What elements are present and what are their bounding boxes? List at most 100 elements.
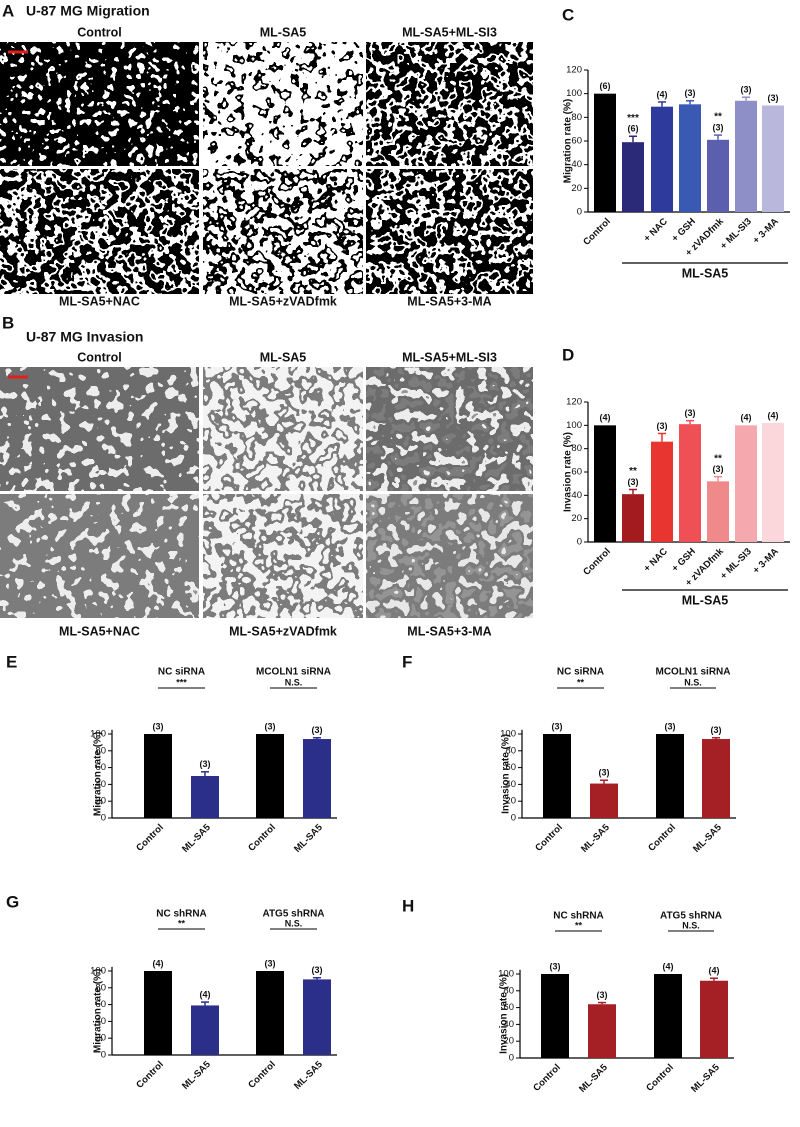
- y-tick-label: 20: [95, 1033, 106, 1044]
- n-label: (4): [200, 989, 211, 999]
- y-tick-label: 100: [498, 969, 514, 980]
- x-tick-label: ML-SA5: [577, 1062, 610, 1095]
- significance: **: [178, 918, 186, 928]
- n-label: (6): [628, 124, 639, 134]
- n-label: (3): [552, 721, 563, 731]
- image-label: ML-SA5+zVADfmk: [229, 624, 337, 638]
- micrograph: [0, 42, 199, 166]
- x-tick-label: Control: [134, 1059, 166, 1091]
- bar: [707, 481, 729, 542]
- x-tick-label: Control: [581, 546, 613, 578]
- n-label: (3): [312, 725, 323, 735]
- significance: **: [714, 453, 722, 464]
- x-tick-label: Control: [134, 822, 166, 854]
- micrograph: [203, 42, 363, 166]
- x-tick-label: + 3-MA: [751, 216, 781, 246]
- panel-letter: F: [402, 652, 412, 671]
- n-label: (3): [312, 965, 323, 975]
- y-tick-label: 20: [503, 1036, 514, 1047]
- panel-title: U-87 MG Invasion: [26, 329, 143, 345]
- y-tick-label: 0: [511, 813, 516, 824]
- x-tick-label: + NAC: [642, 546, 670, 574]
- bar: [303, 979, 331, 1055]
- bar: [256, 971, 284, 1055]
- panel-letter: H: [402, 896, 414, 915]
- y-tick-label: 80: [503, 985, 514, 996]
- y-axis-label: Invasion rate (%): [501, 734, 512, 814]
- bar: [656, 734, 684, 818]
- n-label: (4): [657, 89, 668, 99]
- n-label: (4): [709, 966, 720, 976]
- bar: [594, 425, 616, 542]
- n-label: (3): [713, 122, 724, 132]
- y-tick-label: 120: [566, 65, 582, 76]
- group-label: MCOLN1 siRNA: [655, 667, 730, 678]
- group-label: MCOLN1 siRNA: [256, 667, 331, 678]
- y-tick-label: 80: [95, 745, 106, 756]
- group-label: NC shRNA: [553, 911, 604, 922]
- x-tick-label: ML-SA5: [292, 822, 325, 855]
- micrograph: [366, 494, 533, 618]
- image-label: ML-SA5+3-MA: [407, 294, 491, 308]
- significance: N.S.: [682, 920, 700, 930]
- y-tick-label: 40: [503, 1019, 514, 1030]
- micrograph: [203, 494, 363, 618]
- n-label: (3): [550, 961, 561, 971]
- image-label: Control: [77, 350, 121, 364]
- significance: **: [714, 112, 722, 123]
- image-label: ML-SA5: [260, 25, 307, 39]
- x-tick-label: + 3-MA: [751, 546, 781, 576]
- bar: [144, 971, 172, 1055]
- x-tick-label: Control: [246, 822, 278, 854]
- bar: [588, 1004, 616, 1058]
- panel-title: U-87 MG Migration: [26, 3, 150, 19]
- significance: N.S.: [285, 918, 303, 928]
- panel-letter: G: [6, 892, 19, 911]
- y-tick-label: 100: [566, 88, 582, 99]
- y-tick-label: 60: [571, 136, 582, 147]
- panel-letter: A: [2, 1, 14, 20]
- bar: [654, 974, 682, 1058]
- bracket-label: ML-SA5: [682, 593, 729, 607]
- group-label: NC siRNA: [557, 667, 604, 678]
- significance: N.S.: [285, 677, 303, 687]
- n-label: (3): [685, 88, 696, 98]
- y-tick-label: 40: [571, 490, 582, 501]
- micrograph: [366, 42, 533, 166]
- n-label: (4): [663, 961, 674, 971]
- bar: [679, 104, 701, 212]
- x-tick-label: Control: [531, 1062, 563, 1094]
- x-tick-label: Control: [246, 1059, 278, 1091]
- y-tick-label: 100: [500, 729, 516, 740]
- image-label: ML-SA5+NAC: [59, 294, 140, 308]
- y-tick-label: 80: [505, 745, 516, 756]
- n-label: (6): [600, 81, 611, 91]
- n-label: (3): [153, 721, 164, 731]
- y-tick-label: 60: [503, 1002, 514, 1013]
- y-tick-label: 40: [95, 779, 106, 790]
- bar: [144, 734, 172, 818]
- group-label: NC siRNA: [158, 667, 205, 678]
- bar: [594, 93, 616, 212]
- x-tick-label: + NAC: [642, 216, 670, 244]
- significance: N.S.: [684, 677, 702, 687]
- n-label: (3): [200, 759, 211, 769]
- n-label: (3): [599, 768, 610, 778]
- significance: **: [577, 677, 585, 687]
- micrograph: [366, 169, 533, 294]
- n-label: (3): [741, 85, 752, 95]
- group-label: ATG5 shRNA: [262, 909, 324, 920]
- x-tick-label: + ML-SI3: [718, 216, 754, 252]
- y-axis-label: Migration rate (%): [93, 969, 104, 1053]
- y-axis-label: Migration rate (%): [563, 99, 574, 183]
- x-tick-label: ML-SA5: [691, 822, 724, 855]
- bar: [191, 1005, 219, 1055]
- micrograph: [0, 169, 199, 294]
- x-tick-label: Control: [646, 822, 678, 854]
- y-tick-label: 100: [566, 420, 582, 431]
- y-tick-label: 80: [571, 112, 582, 123]
- image-label: ML-SA5: [260, 350, 307, 364]
- bar: [191, 776, 219, 818]
- group-label: ATG5 shRNA: [660, 911, 722, 922]
